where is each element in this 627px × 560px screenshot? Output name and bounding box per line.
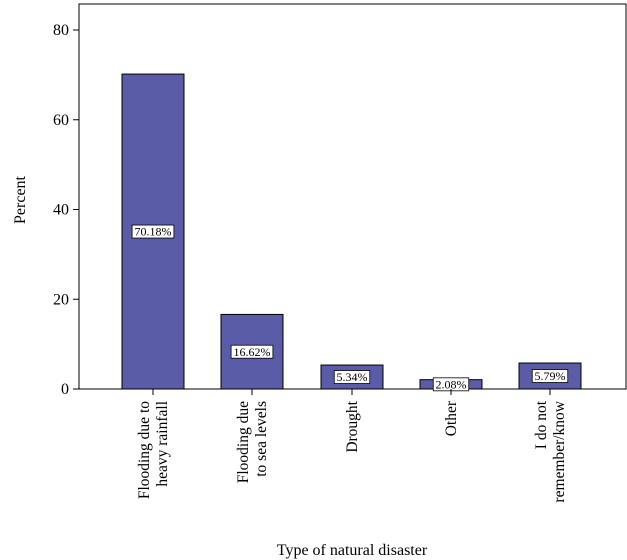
x-tick-label-line: remember/know <box>551 400 568 502</box>
x-axis-title: Type of natural disaster <box>277 542 428 559</box>
x-tick-label-line: Flooding due <box>235 401 252 483</box>
x-tick-label-line: Other <box>443 400 460 436</box>
data-label-box <box>230 344 274 359</box>
bars: 70.18% 16.62% 5.34% 2.08% 5.79% <box>121 73 582 392</box>
data-label-box <box>333 370 371 384</box>
x-tick-label-line: Flooding due to <box>136 401 153 499</box>
y-axis-title: Percent <box>12 175 29 224</box>
data-label: 70.18% <box>135 225 172 239</box>
y-axis: 0 20 40 60 80 <box>53 22 79 398</box>
data-label-box <box>531 369 569 383</box>
y-tick-label: 40 <box>53 202 69 219</box>
data-label: 16.62% <box>234 345 271 359</box>
x-tick-label: I do not remember/know <box>533 400 568 502</box>
x-tick-label: Other <box>443 400 460 436</box>
x-tick-label: Flooding due to sea levels <box>235 401 270 483</box>
data-label: 2.08% <box>436 378 467 392</box>
x-tick-label: Flooding due to heavy rainfall <box>136 401 171 499</box>
x-tick-label: Drought <box>344 400 361 452</box>
y-tick-label: 80 <box>53 22 69 39</box>
x-tick-label-line: I do not <box>533 400 550 449</box>
x-tick-label-line: Drought <box>344 400 361 452</box>
x-tick-label-line: to sea levels <box>253 401 270 477</box>
x-tick-label-line: heavy rainfall <box>154 401 171 487</box>
x-axis: Flooding due to heavy rainfall Flooding du… <box>136 389 568 503</box>
data-label: 5.34% <box>337 370 368 384</box>
y-tick-label: 0 <box>61 381 69 398</box>
data-label: 5.79% <box>535 369 566 383</box>
y-tick-label: 20 <box>53 291 69 308</box>
data-label-box <box>131 224 175 239</box>
y-tick-label: 60 <box>53 112 69 129</box>
